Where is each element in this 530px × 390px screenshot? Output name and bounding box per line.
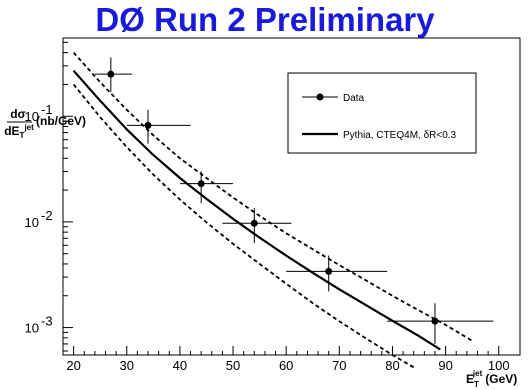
y-tick-label: 10 <box>25 215 39 230</box>
y-tick-exponent: -2 <box>41 208 53 223</box>
data-point <box>431 317 439 325</box>
x-axis-label: ETjet (GeV) <box>466 369 517 389</box>
y-tick-exponent: -1 <box>41 102 53 117</box>
chart-title: DØ Run 2 Preliminary <box>95 1 435 38</box>
x-tick-label: 90 <box>438 358 452 373</box>
y-tick-label: 10 <box>25 109 39 124</box>
data-point <box>250 219 258 227</box>
x-axis-ticks: 20 30 40 50 60 70 80 90 100 <box>66 346 510 373</box>
legend-data-marker <box>316 93 324 101</box>
data-point <box>107 70 115 78</box>
pythia-curve <box>72 69 441 351</box>
data-point-group <box>126 109 191 144</box>
y-label-dsigma: dσ <box>10 107 26 121</box>
y-tick-label: 10 <box>25 321 39 336</box>
data-point-group <box>179 171 234 204</box>
legend: Data Pythia, CTEQ4M, δR<0.3 <box>287 72 477 154</box>
x-tick-label: 20 <box>66 358 80 373</box>
data-point <box>325 267 333 275</box>
pythia-line <box>72 69 441 351</box>
plot-border <box>62 37 521 356</box>
y-label-unit: (nb/GeV) <box>36 114 86 128</box>
x-tick-label: 80 <box>385 358 399 373</box>
y-axis-ticks: 10-110-210-3 <box>25 41 73 352</box>
x-tick-label: 60 <box>279 358 293 373</box>
data-point-group <box>94 57 133 92</box>
y-label-denominator: dETjet <box>4 123 34 140</box>
x-tick-label: 50 <box>226 358 240 373</box>
plot-frame <box>62 37 521 356</box>
x-tick-label: 30 <box>120 358 134 373</box>
y-tick-exponent: -3 <box>41 314 53 329</box>
x-tick-label: 70 <box>332 358 346 373</box>
data-point-group <box>387 303 494 344</box>
data-point-group <box>286 255 388 292</box>
data-point <box>197 180 205 188</box>
data-point-group <box>222 208 292 244</box>
legend-data-label: Data <box>343 93 365 104</box>
legend-box <box>287 72 477 154</box>
data-point <box>144 121 152 129</box>
legend-pythia-label: Pythia, CTEQ4M, δR<0.3 <box>343 130 457 141</box>
data-points <box>94 57 494 344</box>
x-tick-label: 100 <box>488 358 510 373</box>
x-tick-label: 40 <box>173 358 187 373</box>
x-label-text: ETjet (GeV) <box>466 369 517 389</box>
